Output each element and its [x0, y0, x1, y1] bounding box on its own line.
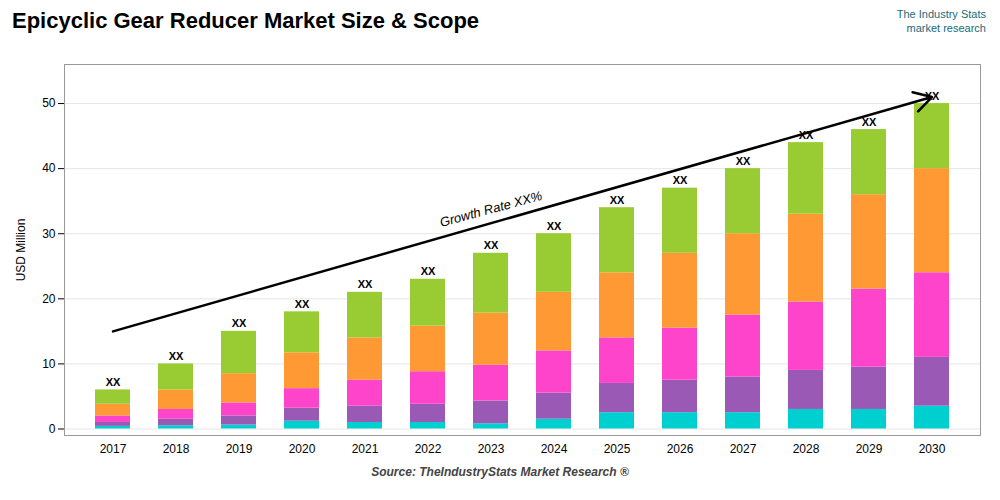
- svg-text:XX: XX: [610, 194, 625, 206]
- svg-text:XX: XX: [169, 350, 184, 362]
- svg-text:10: 10: [42, 357, 56, 371]
- svg-text:2029: 2029: [856, 442, 883, 456]
- svg-text:2021: 2021: [352, 442, 379, 456]
- svg-text:2030: 2030: [919, 442, 946, 456]
- svg-text:30: 30: [42, 227, 56, 241]
- svg-text:2022: 2022: [415, 442, 442, 456]
- svg-text:XX: XX: [106, 376, 121, 388]
- svg-text:XX: XX: [421, 265, 436, 277]
- svg-text:2020: 2020: [289, 442, 316, 456]
- svg-text:20: 20: [42, 292, 56, 306]
- svg-text:XX: XX: [484, 239, 499, 251]
- svg-text:Growth Rate XX%: Growth Rate XX%: [438, 188, 544, 230]
- svg-text:2018: 2018: [163, 442, 190, 456]
- svg-text:2028: 2028: [793, 442, 820, 456]
- svg-text:2024: 2024: [541, 442, 568, 456]
- svg-text:2025: 2025: [604, 442, 631, 456]
- html-text:Epicyclic Gear Reducer Market: Epicyclic Gear Reducer Market Size & Sco…: [12, 8, 480, 33]
- svg-text:XX: XX: [673, 174, 688, 186]
- svg-text:XX: XX: [295, 298, 310, 310]
- svg-text:XX: XX: [547, 220, 562, 232]
- svg-text:XX: XX: [358, 278, 373, 290]
- svg-text:2023: 2023: [478, 442, 505, 456]
- svg-text:XX: XX: [736, 155, 751, 167]
- svg-text:XX: XX: [924, 89, 940, 102]
- svg-text:2027: 2027: [730, 442, 757, 456]
- svg-text:0: 0: [49, 422, 56, 436]
- svg-text:XX: XX: [232, 317, 247, 329]
- svg-text:50: 50: [42, 96, 56, 110]
- html-text:Source: TheIndustryStats Marke: Source: TheIndustryStats Market Research…: [371, 465, 629, 479]
- svg-text:USD Million: USD Million: [14, 219, 28, 282]
- svg-text:XX: XX: [861, 115, 877, 128]
- svg-text:40: 40: [42, 161, 56, 175]
- html-text:The Industry Stats market rese: The Industry Stats market research: [896, 8, 986, 34]
- svg-text:2017: 2017: [100, 442, 127, 456]
- svg-text:2019: 2019: [226, 442, 253, 456]
- svg-text:XX: XX: [798, 128, 814, 141]
- svg-text:2026: 2026: [667, 442, 694, 456]
